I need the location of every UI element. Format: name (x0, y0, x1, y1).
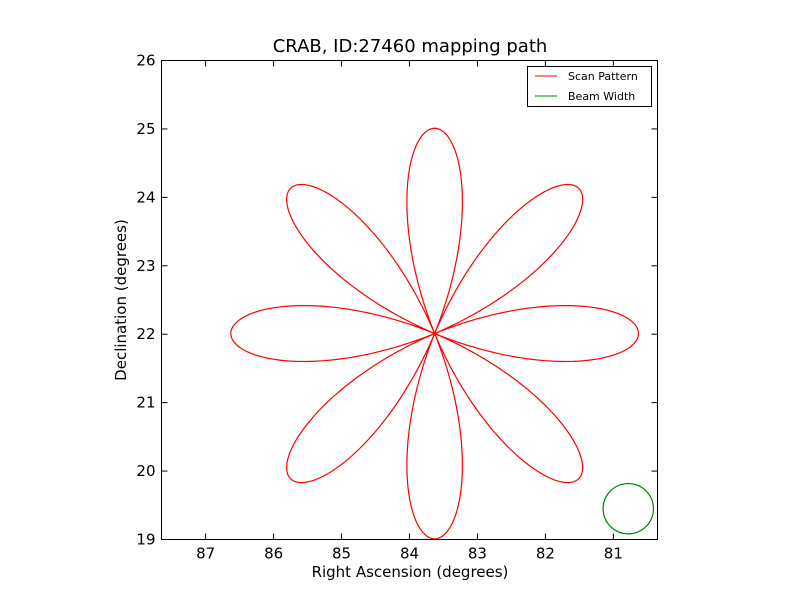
y-tick-label: 23 (136, 257, 155, 275)
y-tick-label: 25 (136, 120, 155, 138)
x-tick-label: 81 (604, 545, 623, 563)
x-tick-label: 82 (536, 545, 555, 563)
y-tick-label: 21 (136, 394, 155, 412)
scan-pattern-line (230, 127, 640, 540)
x-tick-label: 85 (332, 545, 351, 563)
legend-box (527, 66, 652, 107)
y-axis: 19 20 21 22 23 24 25 26 (136, 52, 658, 549)
legend-label-scan-pattern: Scan Pattern (568, 70, 638, 83)
x-axis: 87 86 85 84 83 82 81 (196, 60, 623, 563)
y-tick-label: 19 (136, 531, 155, 549)
y-tick-label: 26 (136, 52, 155, 70)
x-tick-label: 86 (264, 545, 283, 563)
legend-label-beam-width: Beam Width (568, 90, 635, 103)
y-tick-label: 24 (136, 188, 155, 206)
beam-width-circle (602, 482, 655, 535)
y-tick-label: 20 (136, 462, 155, 480)
legend: Scan Pattern Beam Width (527, 66, 652, 107)
chart-title: CRAB, ID:27460 mapping path (273, 36, 548, 57)
x-tick-label: 83 (468, 545, 487, 563)
x-tick-label: 84 (400, 545, 419, 563)
y-axis-label: Declination (degrees) (112, 219, 130, 381)
x-tick-label: 87 (196, 545, 215, 563)
plot-area (230, 127, 655, 540)
y-tick-label: 22 (136, 325, 155, 343)
x-axis-label: Right Ascension (degrees) (312, 563, 509, 581)
